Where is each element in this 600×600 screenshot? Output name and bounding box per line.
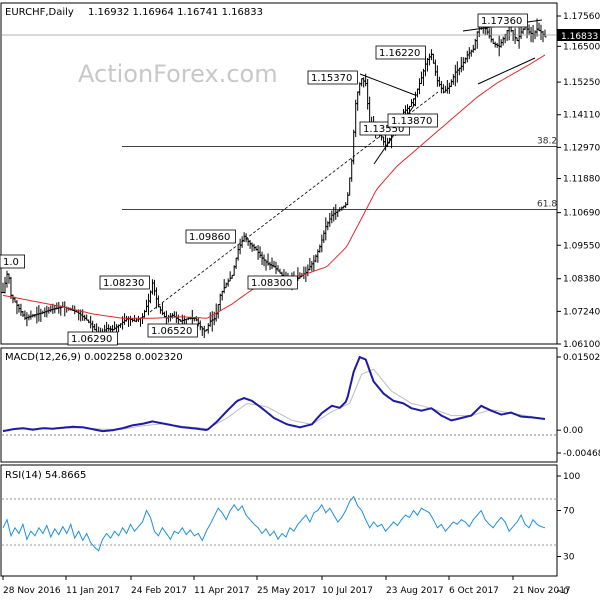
- price-annotation-label: 1.17360: [481, 16, 522, 27]
- x-tick-label: 23 Aug 2017: [386, 586, 444, 596]
- rsi-tick-label: 30: [563, 553, 575, 563]
- price-annotation-label: 1.09860: [189, 232, 230, 243]
- macd-tick-label: 0.015022: [563, 353, 600, 363]
- x-tick-label: 11 Apr 2017: [194, 586, 250, 596]
- price-annotation-label: 1.15370: [311, 73, 352, 84]
- price-annotation-label: 1.16220: [379, 48, 420, 59]
- price-annotation-label: 1.06290: [71, 334, 112, 345]
- price-annotation-box: [99, 275, 150, 290]
- ohlc-label: 1.16932 1.16964 1.16741 1.16833: [88, 7, 263, 18]
- price-annotation-label: 1.13550: [363, 124, 404, 135]
- price-annotation-label: 1.13870: [391, 116, 432, 127]
- price-annotation-label: 1.0: [3, 257, 19, 268]
- price-annotation-box: [0, 254, 26, 269]
- macd-panel: [0, 347, 558, 463]
- fib-label: 38.2: [537, 137, 557, 147]
- rsi-tick-label: 100: [563, 472, 580, 482]
- price-tick-label: 1.12970: [563, 143, 600, 153]
- x-tick-label: 10 Jul 2017: [322, 586, 373, 596]
- rsi-line: [2, 495, 546, 552]
- rsi-tick-label: 0: [563, 587, 569, 597]
- rsi-tick-label: 70: [563, 507, 575, 517]
- price-annotation-box: [185, 229, 236, 244]
- x-tick-label: 28 Nov 2016: [3, 586, 61, 596]
- price-annotation-box: [375, 45, 426, 60]
- price-annotation-box: [387, 113, 438, 128]
- macd-line: [2, 355, 546, 433]
- symbol-label: EURCHF,Daily: [5, 7, 74, 18]
- x-tick-label: 21 Nov 2017: [513, 586, 571, 596]
- price-tick-label: 1.06100: [563, 340, 600, 350]
- price-annotation-box: [247, 275, 298, 290]
- current-price-box: [557, 29, 600, 41]
- price-annotation-box: [67, 331, 118, 346]
- x-tick-label: 24 Feb 2017: [131, 586, 187, 596]
- price-annotation-label: 1.06520: [151, 326, 192, 337]
- x-tick-label: 11 Jan 2017: [66, 586, 120, 596]
- price-tick-label: 1.11880: [563, 175, 600, 185]
- x-tick-label: 25 May 2017: [257, 586, 316, 596]
- fib-label: 61.8: [537, 199, 557, 209]
- rsi-panel: [0, 464, 558, 577]
- price-tick-label: 1.17560: [563, 12, 600, 22]
- price-tick-label: 1.08380: [563, 275, 600, 285]
- channel-lower-line: [477, 57, 536, 85]
- price-annotation-box: [147, 323, 198, 338]
- price-tick-label: 1.07240: [563, 307, 600, 317]
- triangle-upper-line: [359, 73, 416, 96]
- macd-title: MACD(12,26,9) 0.002258 0.002320: [5, 352, 183, 363]
- rsi-title: RSI(14) 54.8665: [5, 470, 86, 481]
- macd-tick-label: 0.00: [563, 426, 583, 436]
- price-tick-label: 1.16500: [563, 42, 600, 52]
- price-panel: [0, 2, 558, 345]
- price-tick-label: 1.15250: [563, 78, 600, 88]
- price-tick-label: 1.09550: [563, 241, 600, 251]
- price-annotation-box: [477, 13, 528, 28]
- price-annotation-label: 1.08230: [103, 278, 144, 289]
- price-annotation-label: 1.08300: [251, 278, 292, 289]
- price-annotation-box: [307, 70, 358, 85]
- price-tick-label: 1.14110: [563, 111, 600, 121]
- macd-tick-label: -0.004686: [563, 449, 600, 459]
- price-tick-label: 1.10690: [563, 209, 600, 219]
- x-tick-label: 6 Oct 2017: [449, 586, 499, 596]
- watermark: ActionForex.com: [78, 60, 278, 88]
- current-price-label: 1.16833: [561, 32, 598, 42]
